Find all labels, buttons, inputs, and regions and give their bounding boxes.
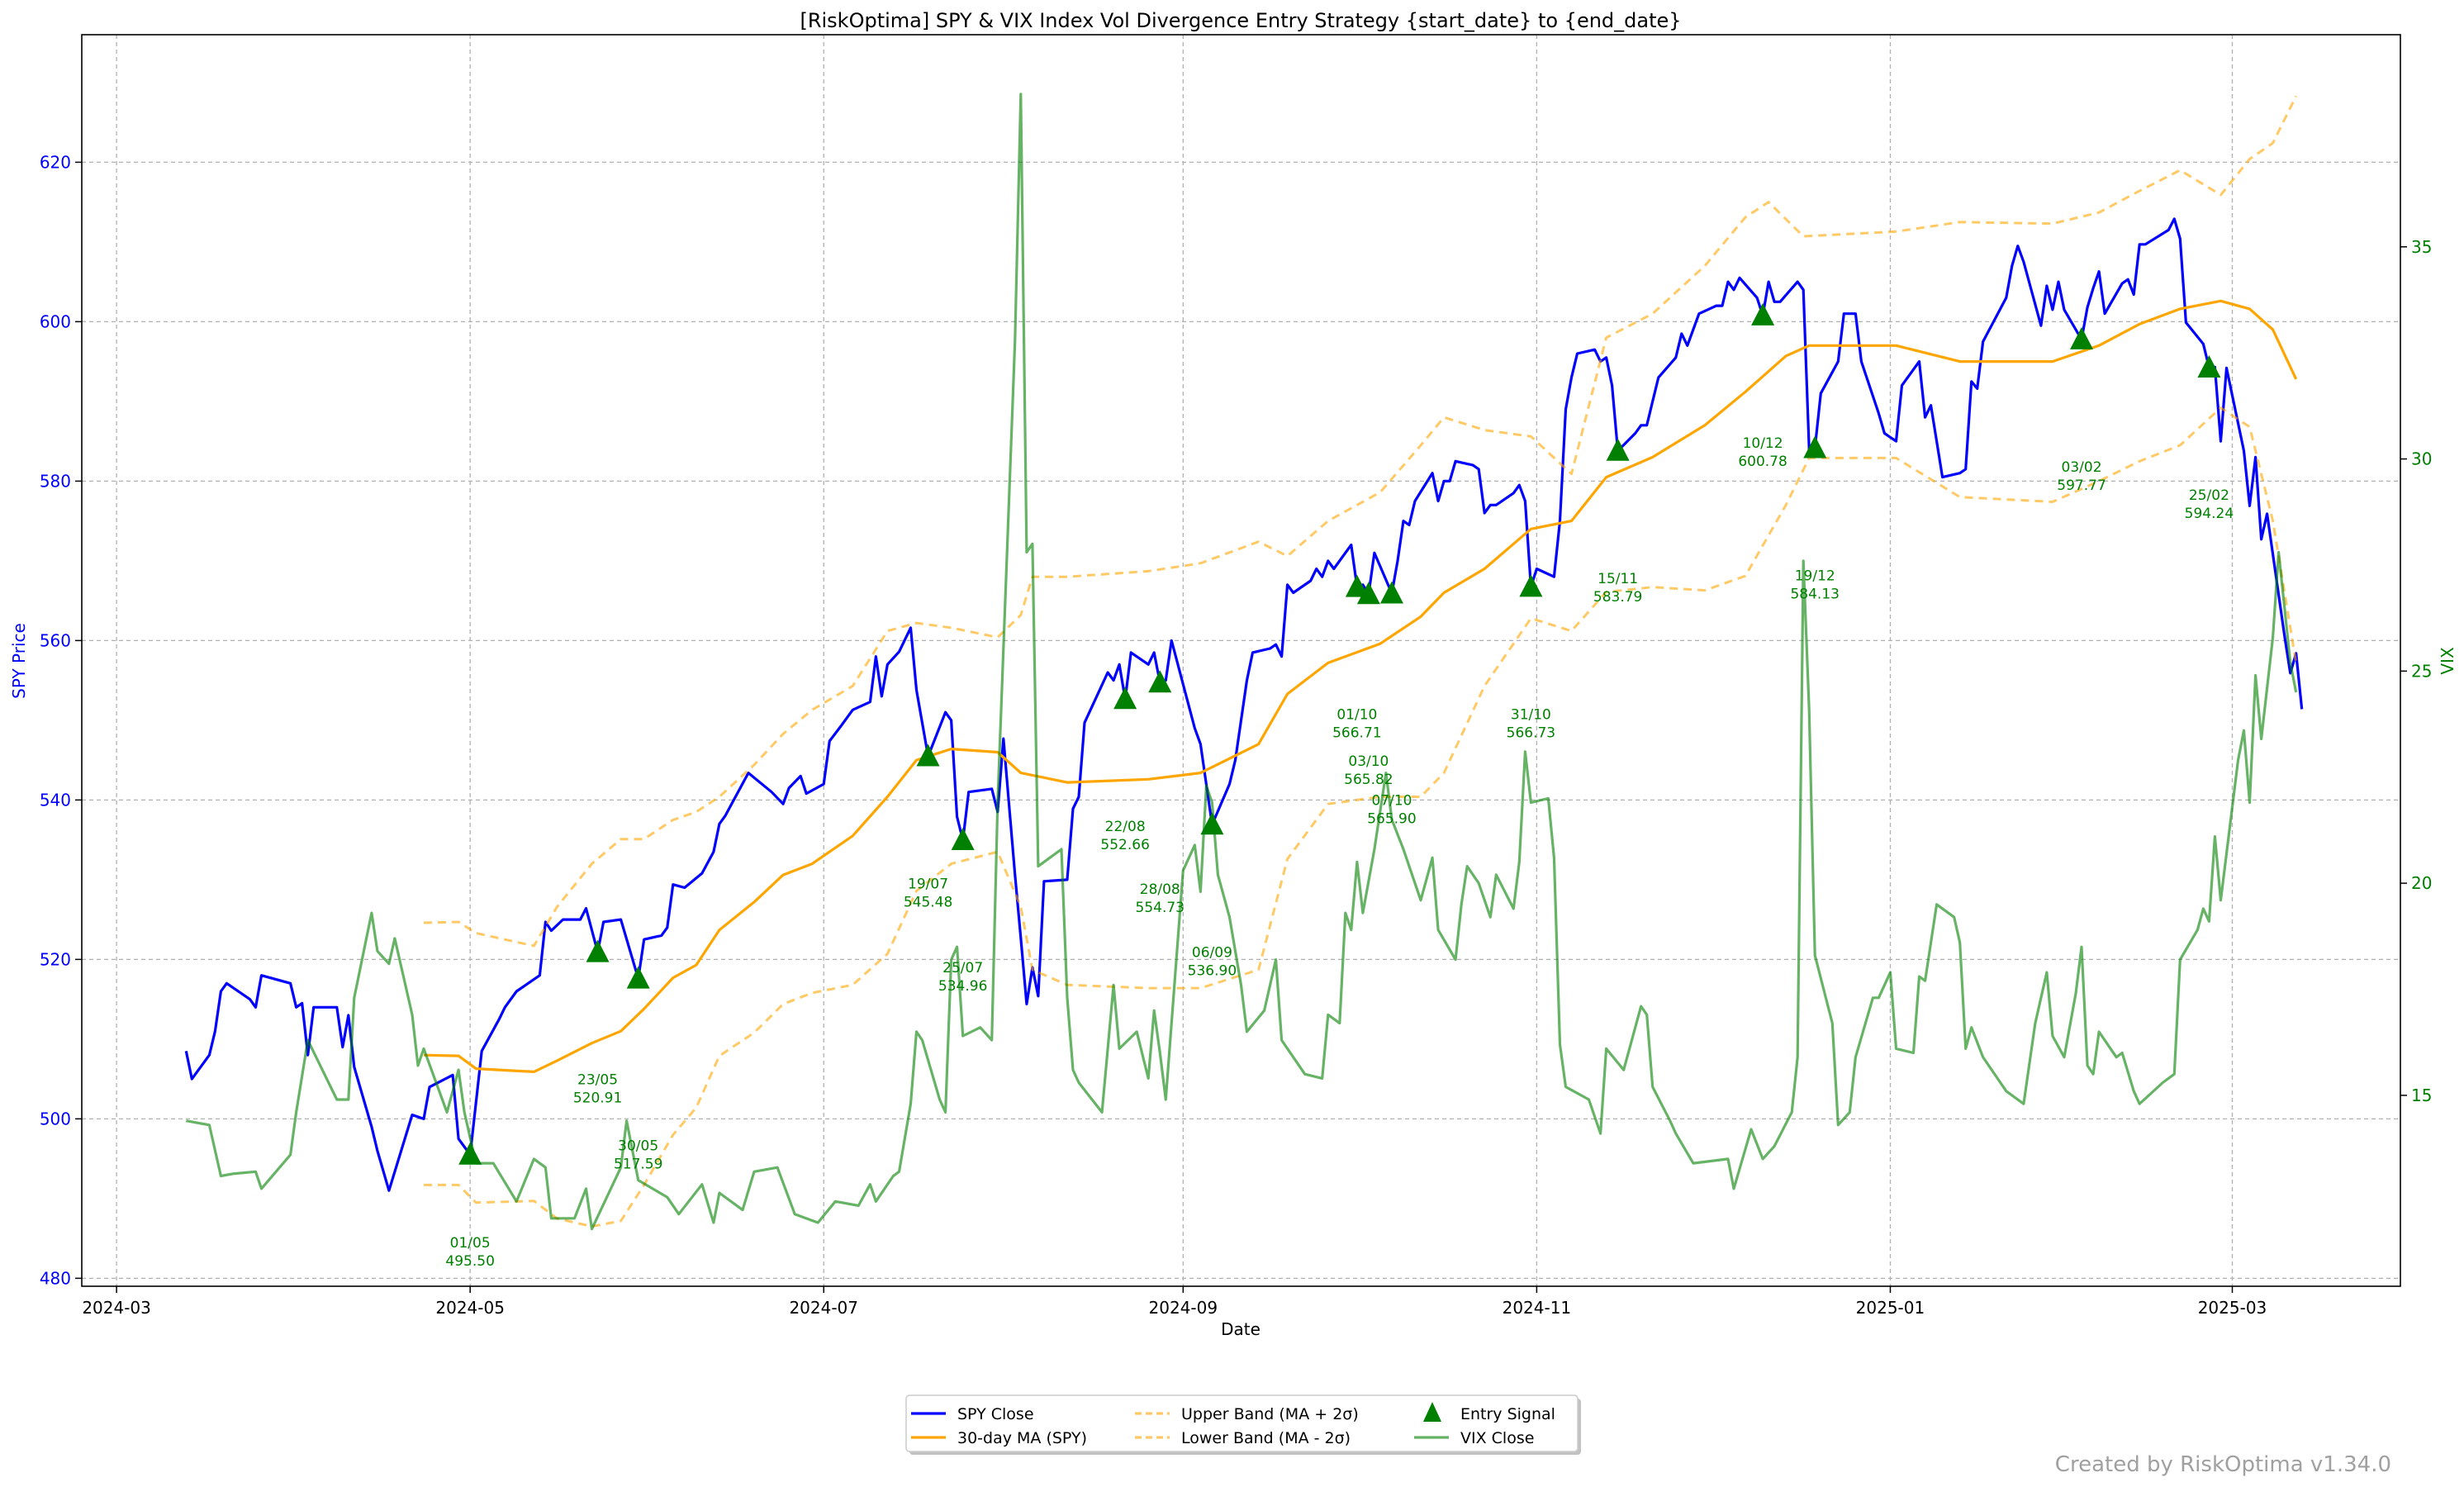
- x-tick-label: 2024-11: [1503, 1298, 1572, 1318]
- y-right-tick-label: 30: [2411, 449, 2432, 469]
- legend-label-upper: Upper Band (MA + 2σ): [1181, 1405, 1359, 1423]
- entry-signal-triangle-icon: [1519, 574, 1543, 597]
- entry-annotation-date: 06/09: [1192, 944, 1232, 961]
- entry-annotation-value: 597.77: [2057, 477, 2106, 494]
- y-tick-label: 520: [40, 949, 71, 969]
- entry-annotation-value: 566.71: [1332, 725, 1381, 742]
- watermark: Created by RiskOptima v1.34.0: [2054, 1452, 2391, 1477]
- legend-entry-triangle-icon: [1423, 1402, 1441, 1422]
- legend: SPY Close 30-day MA (SPY) Upper Band (MA +…: [905, 1394, 1581, 1455]
- x-tick-label: 2025-03: [2198, 1298, 2267, 1318]
- y-tick-label: 500: [40, 1109, 71, 1128]
- lower-band-line: [424, 406, 2298, 1228]
- x-tick-label: 2024-09: [1149, 1298, 1218, 1318]
- entry-annotation-date: 10/12: [1743, 435, 1783, 452]
- entry-signal-triangle-icon: [586, 939, 610, 962]
- entry-annotation-date: 03/10: [1348, 753, 1389, 770]
- entry-annotation-date: 22/08: [1105, 819, 1146, 835]
- entry-annotation-value: 545.48: [904, 894, 952, 910]
- spy-close-line: [184, 217, 2304, 1192]
- entry-annotation-date: 19/07: [908, 876, 948, 892]
- y-axis-left: 480 500 520 540 560 580 600 620: [40, 152, 82, 1288]
- spy-series-group: [184, 95, 2304, 1228]
- entry-annotation-date: 07/10: [1371, 792, 1412, 809]
- entry-annotation-date: 25/02: [2189, 487, 2229, 504]
- legend-label-spy: SPY Close: [957, 1405, 1034, 1423]
- entry-signal-triangle-icon: [916, 744, 940, 767]
- y-right-tick-label: 20: [2411, 873, 2432, 893]
- y-tick-label: 600: [40, 311, 71, 331]
- entry-signal-triangle-icon: [1606, 438, 1630, 461]
- entry-signal-triangle-icon: [1803, 435, 1827, 458]
- x-axis: 2024-03 2024-05 2024-07 2024-09 2024-11 2025-…: [82, 1286, 2267, 1318]
- entry-annotation-date: 01/10: [1336, 707, 1377, 724]
- entry-signal-triangle-icon: [1113, 686, 1137, 710]
- y-axis-label-left: SPY Price: [9, 623, 29, 699]
- entry-annotation-date: 28/08: [1140, 881, 1180, 898]
- entry-annotation-date: 25/07: [942, 960, 983, 976]
- y-tick-label: 480: [40, 1268, 71, 1288]
- x-tick-label: 2024-07: [789, 1298, 858, 1318]
- entry-signal-triangle-icon: [1148, 670, 1172, 693]
- entry-annotation-date: 03/02: [2062, 459, 2102, 476]
- entry-signal-triangle-icon: [2070, 326, 2094, 349]
- legend-label-ma: 30-day MA (SPY): [957, 1429, 1087, 1447]
- entry-annotation-value: 594.24: [2185, 506, 2234, 522]
- entry-annotation-value: 534.96: [938, 978, 987, 995]
- y-right-tick-label: 25: [2411, 661, 2432, 681]
- entry-signal-triangle-icon: [1751, 302, 1775, 325]
- entry-signal-group: [458, 302, 2221, 1165]
- chart-title: [RiskOptima] SPY & VIX Index Vol Diverge…: [800, 9, 1681, 32]
- entry-annotation-value: 536.90: [1188, 962, 1237, 979]
- legend-label-entry: Entry Signal: [1460, 1405, 1555, 1423]
- entry-signal-triangle-icon: [2197, 354, 2221, 378]
- legend-label-vix: VIX Close: [1460, 1429, 1534, 1447]
- entry-annotation-date: 23/05: [577, 1072, 618, 1089]
- ma-line: [423, 299, 2298, 1073]
- y-tick-label: 540: [40, 790, 71, 810]
- entry-annotation-value: 517.59: [614, 1157, 662, 1173]
- upper-band-line: [423, 95, 2298, 948]
- y-axis-right: 15 20 25 30 35: [2400, 237, 2432, 1105]
- entry-annotation-value: 584.13: [1790, 587, 1839, 603]
- entry-annotation-value: 565.82: [1344, 772, 1393, 788]
- entry-annotation-date: 15/11: [1598, 571, 1638, 587]
- entry-annotation-value: 520.91: [573, 1090, 622, 1107]
- entry-annotation-value: 552.66: [1100, 837, 1149, 853]
- y-tick-label: 620: [40, 152, 71, 172]
- entry-signal-triangle-icon: [1356, 582, 1380, 605]
- vix-series-group: [186, 93, 2298, 1231]
- entry-signal-triangle-icon: [1200, 812, 1224, 835]
- entry-annotation-value: 600.78: [1738, 454, 1787, 470]
- plot-frame: [81, 34, 2401, 1287]
- entry-signal-triangle-icon: [626, 966, 650, 989]
- y-right-tick-label: 15: [2411, 1086, 2432, 1105]
- entry-annotation-value: 583.79: [1593, 589, 1642, 606]
- entry-annotation-value: 566.73: [1507, 724, 1555, 741]
- legend-label-lower: Lower Band (MA - 2σ): [1181, 1429, 1351, 1447]
- entry-annotation-date: 19/12: [1795, 568, 1835, 585]
- entry-annotation-value: 554.73: [1136, 900, 1185, 916]
- entry-annotation-date: 31/10: [1511, 706, 1551, 723]
- legend-box: [905, 1394, 1579, 1452]
- x-tick-label: 2024-03: [82, 1298, 151, 1318]
- entry-annotation-date: 01/05: [450, 1235, 491, 1252]
- x-tick-label: 2024-05: [435, 1298, 505, 1318]
- y-tick-label: 580: [40, 471, 71, 491]
- y-axis-label-right: VIX: [2438, 647, 2457, 675]
- x-tick-label: 2025-01: [1856, 1298, 1925, 1318]
- entry-signal-triangle-icon: [1379, 581, 1403, 604]
- entry-annotation-value: 495.50: [445, 1253, 494, 1270]
- entry-signal-triangle-icon: [1345, 574, 1369, 597]
- x-axis-label: Date: [1221, 1319, 1260, 1339]
- grid: [82, 35, 2400, 1286]
- entry-annotation-date: 30/05: [618, 1138, 658, 1155]
- y-tick-label: 560: [40, 630, 71, 650]
- y-right-tick-label: 35: [2411, 237, 2432, 257]
- entry-signal-triangle-icon: [951, 828, 975, 851]
- vix-close-line: [186, 93, 2298, 1231]
